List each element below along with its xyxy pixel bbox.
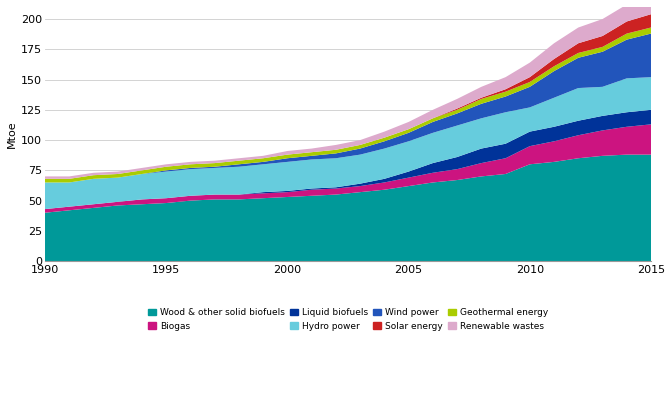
Y-axis label: Mtoe: Mtoe	[7, 120, 17, 148]
Legend: Wood & other solid biofuels, Biogas, Liquid biofuels, Hydro power, Wind power, S: Wood & other solid biofuels, Biogas, Liq…	[146, 306, 550, 332]
